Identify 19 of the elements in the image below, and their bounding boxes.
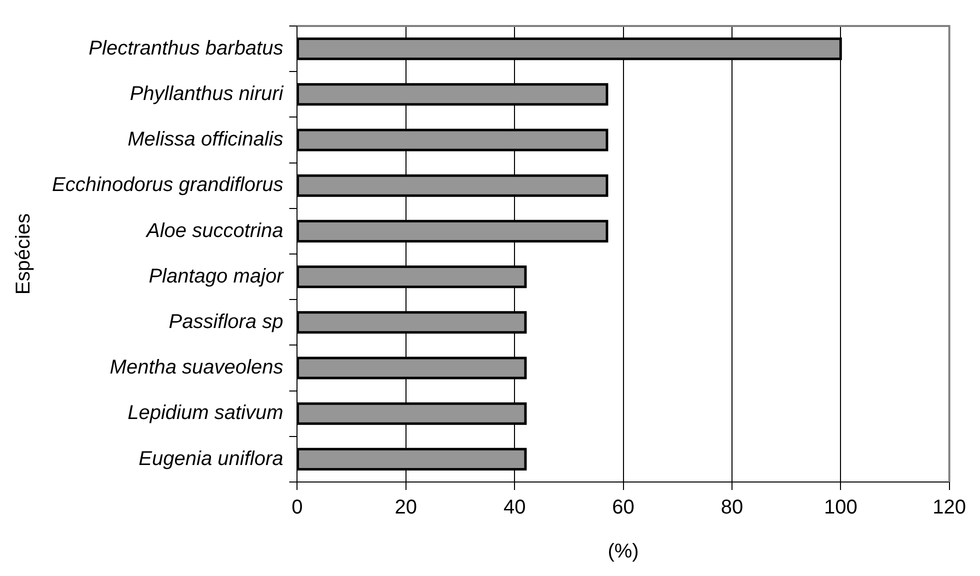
y-tick-label: Aloe succotrina (145, 220, 284, 242)
y-tick-label: Melissa officinalis (128, 128, 284, 151)
y-axis-title: Espécies (12, 213, 35, 295)
y-tick-label: Phyllanthus niruri (130, 82, 284, 105)
x-tick-label: 80 (720, 496, 744, 519)
x-tick-label: 100 (824, 496, 858, 519)
x-axis-title: (%) (608, 540, 639, 563)
y-tick-label: Lepidium sativum (128, 402, 284, 424)
x-tick-label: 60 (612, 496, 634, 519)
x-tick-label: 0 (292, 496, 303, 519)
x-tick-label: 40 (503, 496, 526, 519)
y-tick-label: Eugenia uniflora (138, 448, 284, 470)
x-tick-label: 120 (932, 496, 966, 519)
y-tick-label: Passiflora sp (168, 310, 284, 333)
y-tick-label: Plantago major (148, 265, 285, 288)
y-tick-label: Plectranthus barbatus (88, 37, 284, 60)
x-tick-label: 20 (394, 496, 418, 519)
y-tick-label: Mentha suaveolens (110, 356, 284, 379)
y-tick-label: Ecchinodorus grandiflorus (52, 174, 284, 196)
